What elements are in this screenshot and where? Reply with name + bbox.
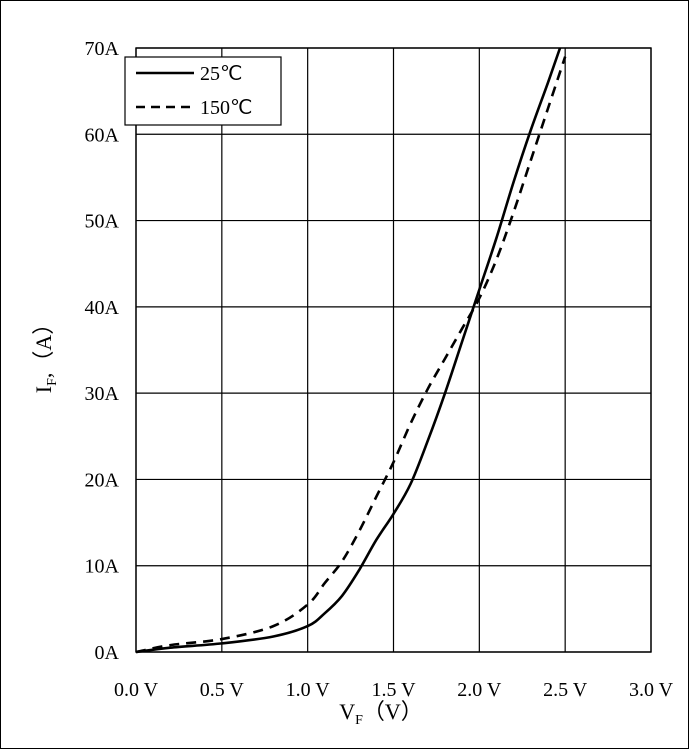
x-tick-label: 1.0 V: [286, 679, 331, 701]
legend: 25℃ 150℃: [124, 56, 282, 126]
y-tick-label: 10A: [85, 556, 120, 578]
y-tick-label: 60A: [85, 124, 120, 146]
x-axis-label: VF（V）: [339, 699, 423, 728]
y-tick-label: 50A: [85, 211, 120, 233]
plot-area-border: [135, 47, 652, 653]
legend-label-150c: 150℃: [200, 97, 252, 119]
series-lines: [135, 47, 567, 654]
y-tick-label: 40A: [85, 297, 120, 319]
y-axis-label: IF,（A）: [31, 313, 60, 394]
x-tick-label: 0.0 V: [114, 679, 159, 701]
legend-label-25c: 25℃: [200, 63, 242, 85]
x-tick-label: 3.0 V: [629, 679, 674, 701]
grid-lines: [135, 47, 652, 653]
series-line-150c: [135, 56, 567, 654]
y-tick-label: 0A: [95, 642, 120, 664]
y-tick-label: 70A: [85, 38, 120, 60]
series-line-25c: [135, 47, 562, 654]
x-tick-label: 0.5 V: [200, 679, 245, 701]
axis-labels: 0.0 V 0.5 V 1.0 V 1.5 V 2.0 V 2.5 V 3.0 V 0A 10A…: [31, 38, 674, 728]
axes: [135, 47, 652, 653]
y-tick-label: 30A: [85, 383, 120, 405]
x-tick-label: 2.5 V: [543, 679, 588, 701]
y-tick-label: 20A: [85, 469, 120, 491]
x-tick-label: 1.5 V: [371, 679, 416, 701]
legend-box: [124, 56, 282, 126]
x-tick-label: 2.0 V: [457, 679, 502, 701]
